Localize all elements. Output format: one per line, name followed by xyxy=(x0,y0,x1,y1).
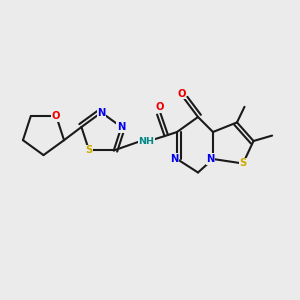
Text: N: N xyxy=(117,122,126,132)
Text: O: O xyxy=(177,88,186,99)
Text: S: S xyxy=(239,158,247,169)
Text: O: O xyxy=(156,102,164,112)
Text: N: N xyxy=(97,107,106,118)
Text: O: O xyxy=(52,111,60,121)
Text: N: N xyxy=(206,154,215,164)
Text: NH: NH xyxy=(138,137,154,146)
Text: S: S xyxy=(85,146,93,155)
Text: N: N xyxy=(170,154,178,164)
